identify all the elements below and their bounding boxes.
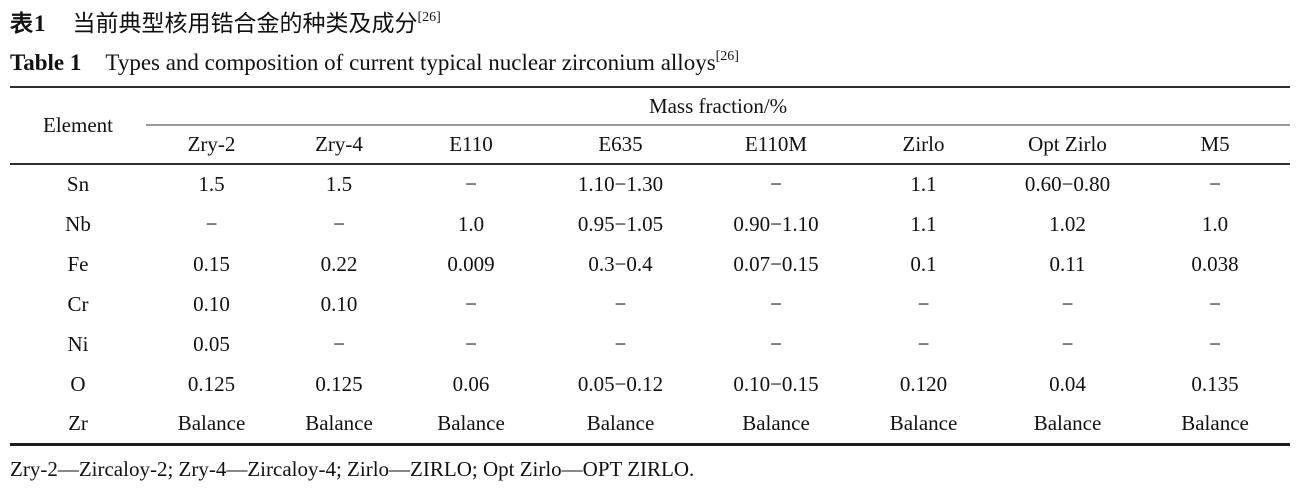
table-title-en: Types and composition of current typical… xyxy=(105,50,716,75)
table-row-o: O 0.125 0.125 0.06 0.05−0.12 0.10−0.15 0.120 0.… xyxy=(10,364,1290,404)
value-cell: Balance xyxy=(742,410,810,435)
reference-superscript-en: [26] xyxy=(715,49,739,65)
value-cell: 1.1 xyxy=(910,172,937,196)
value-cell: − xyxy=(1209,291,1221,316)
value-cell: Balance xyxy=(1181,410,1249,435)
value-cell: Balance xyxy=(177,410,246,435)
value-cell: − xyxy=(770,172,782,196)
group-header-row: Element Mass fraction/% xyxy=(10,87,1291,165)
alloy-column-header-zirlo: Zirlo xyxy=(852,125,995,165)
element-cell: O xyxy=(70,371,86,396)
value-cell: 0.120 xyxy=(899,371,948,396)
value-cell: − xyxy=(333,211,345,236)
value-cell: Balance xyxy=(889,410,958,435)
value-cell: 0.90−1.10 xyxy=(733,211,819,236)
value-cell: Balance xyxy=(305,410,373,435)
value-cell: 0.22 xyxy=(320,251,358,276)
value-cell: 1.5 xyxy=(198,172,225,196)
value-cell: − xyxy=(205,211,218,236)
value-cell: − xyxy=(333,331,345,356)
value-cell: 1.1 xyxy=(910,211,937,236)
element-cell: Nb xyxy=(65,211,91,236)
value-cell: 0.125 xyxy=(187,371,236,396)
value-cell: 0.06 xyxy=(452,371,490,396)
table-caption-zh: 表1 当前典型核用锆合金的种类及成分[26] xyxy=(10,8,1290,40)
value-cell: 0.11 xyxy=(1049,251,1086,276)
alloy-column-header-e110m: E110M xyxy=(700,125,852,165)
table-row-zr: Zr Balance Balance Balance Balance Balance Bal… xyxy=(10,404,1290,444)
value-cell: 1.10−1.30 xyxy=(577,172,664,196)
value-cell: Balance xyxy=(586,410,655,435)
value-cell: 0.15 xyxy=(193,251,230,276)
value-cell: 0.05−0.12 xyxy=(577,371,664,396)
alloy-composition-table: Element Mass fraction/% Zry-2 Zry-4 E110 E6… xyxy=(10,86,1291,446)
value-cell: 0.05 xyxy=(193,331,230,356)
value-cell: 0.3−0.4 xyxy=(588,251,653,276)
element-column-header: Element xyxy=(10,87,146,165)
value-cell: 1.0 xyxy=(1201,211,1229,236)
value-cell: − xyxy=(917,291,930,316)
alloy-column-header-zry-2: Zry-2 xyxy=(146,125,277,165)
value-cell: − xyxy=(1209,172,1221,196)
value-cell: − xyxy=(465,331,477,356)
value-cell: 0.038 xyxy=(1191,251,1239,276)
table-number-zh: 表1 xyxy=(10,11,47,36)
value-cell: − xyxy=(465,291,477,316)
table-footnote: Zry-2—Zircaloy-2; Zry-4—Zircaloy-4; Zirl… xyxy=(10,456,695,481)
table-row-ni: Ni 0.05 − − − − − − − xyxy=(10,324,1290,364)
value-cell: 0.04 xyxy=(1049,371,1086,396)
value-cell: 0.10−0.15 xyxy=(733,371,819,396)
table-row-nb: Nb − − 1.0 0.95−1.05 0.90−1.10 1.1 1.02 1.0 xyxy=(10,204,1290,244)
table-row-sn: Sn 1.5 1.5 − 1.10−1.30 − 1.1 0.60−0.80 − xyxy=(10,164,1290,204)
table-row-fe: Fe 0.15 0.22 0.009 0.3−0.4 0.07−0.15 0.1 0.11 0.… xyxy=(10,244,1290,284)
alloy-column-header-zry-4: Zry-4 xyxy=(277,125,401,165)
alloy-column-header-opt-zirlo: Opt Zirlo xyxy=(995,125,1140,165)
value-cell: 1.0 xyxy=(457,211,485,236)
value-cell: 1.02 xyxy=(1049,211,1086,236)
value-cell: 0.10 xyxy=(320,291,358,316)
value-cell: − xyxy=(917,331,930,356)
value-cell: 0.135 xyxy=(1191,371,1239,396)
value-cell: 0.009 xyxy=(447,251,495,276)
value-cell: − xyxy=(1209,331,1221,356)
table-title-zh: 当前典型核用锆合金的种类及成分 xyxy=(72,11,418,36)
element-cell: Sn xyxy=(66,172,90,196)
value-cell: − xyxy=(1061,291,1074,316)
value-cell: 0.125 xyxy=(315,371,363,396)
value-cell: − xyxy=(770,291,782,316)
value-cell: Balance xyxy=(1033,410,1102,435)
mass-fraction-header: Mass fraction/% xyxy=(146,87,1291,126)
value-cell: 0.1 xyxy=(910,251,937,276)
alloy-column-header-m5: M5 xyxy=(1140,125,1291,165)
table-number-en: Table 1 xyxy=(10,50,82,75)
value-cell: 0.60−0.80 xyxy=(1024,172,1111,196)
value-cell: − xyxy=(1061,331,1074,356)
value-cell: − xyxy=(614,291,627,316)
element-cell: Ni xyxy=(67,331,89,356)
element-cell: Fe xyxy=(67,251,89,276)
table-caption-en: Table 1 Types and composition of current … xyxy=(10,48,1290,78)
value-cell: 0.95−1.05 xyxy=(577,211,664,236)
value-cell: 0.07−0.15 xyxy=(733,251,819,276)
value-cell: Balance xyxy=(437,410,505,435)
table-row-cr: Cr 0.10 0.10 − − − − − − xyxy=(10,284,1290,324)
alloy-column-header-e635: E635 xyxy=(541,125,700,165)
table-body: Sn 1.5 1.5 − 1.10−1.30 − 1.1 0.60−0.80 − Nb − − 1.0 0… xyxy=(10,164,1290,444)
element-cell: Cr xyxy=(67,291,89,316)
value-cell: − xyxy=(614,331,627,356)
value-cell: − xyxy=(770,331,782,356)
alloy-column-header-e110: E110 xyxy=(401,125,541,165)
value-cell: − xyxy=(465,172,477,196)
value-cell: 1.5 xyxy=(325,172,353,196)
alloy-header-row: Zry-2 Zry-4 E110 E635 E110M Zirlo Opt Zirlo M5 xyxy=(10,125,1291,165)
value-cell: 0.10 xyxy=(193,291,230,316)
element-cell: Zr xyxy=(68,410,88,435)
reference-superscript-zh: [26] xyxy=(417,10,441,26)
